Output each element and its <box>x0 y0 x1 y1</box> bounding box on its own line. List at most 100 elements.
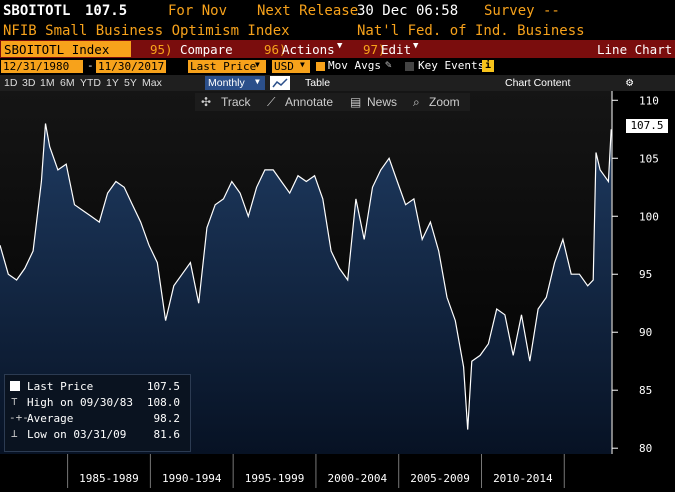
zoom-button[interactable]: Zoom <box>429 95 460 109</box>
compare-label: Compare <box>180 42 233 57</box>
index-name: NFIB Small Business Optimism Index <box>3 23 290 39</box>
chart-tools: ✣ Track ⟋ Annotate ▤ News ⌕ Zoom <box>195 93 470 111</box>
x-tick-label: 1990-1994 <box>162 472 222 485</box>
end-date-value: 11/30/2017 <box>98 60 165 73</box>
legend: Last Price 107.5 ⊤ High on 09/30/83 108.… <box>4 374 191 452</box>
period-button-ytd[interactable]: YTD <box>80 77 101 89</box>
period-label: For Nov <box>168 3 228 19</box>
y-tick-label: 105 <box>639 152 659 165</box>
low-marker-icon: ⊥ <box>11 427 18 440</box>
header-row-2: NFIB Small Business Optimism Index Nat'l… <box>0 22 675 40</box>
edit-label: Edit <box>381 42 412 57</box>
period-button-3d[interactable]: 3D <box>22 77 36 89</box>
y-tick-label: 110 <box>639 94 659 107</box>
legend-last-label: Last Price <box>27 380 94 393</box>
frequency-dropdown-icon: ▼ <box>255 77 260 86</box>
source-name: Nat'l Fed. of Ind. Business <box>357 23 585 39</box>
price-field-dropdown-icon: ▼ <box>255 60 260 69</box>
gear-icon[interactable]: ⚙ <box>626 75 634 89</box>
legend-high-value: 108.0 <box>146 396 180 409</box>
track-button[interactable]: Track <box>221 95 251 109</box>
compare-button[interactable]: 95) Compare <box>140 40 250 58</box>
currency-select[interactable]: USD ▼ <box>272 60 310 73</box>
series-area <box>0 123 612 454</box>
edit-dropdown-icon: ▼ <box>413 41 419 51</box>
period-bar: 1D 3D 1M 6M YTD 1Y 5Y Max Monthly ▼ Table Chart… <box>0 75 675 91</box>
key-events-checkbox[interactable] <box>405 62 414 71</box>
price-field-select[interactable]: Last Price ▼ <box>188 60 266 73</box>
average-marker-icon: -+- <box>9 411 29 424</box>
actions-dropdown-icon: ▼ <box>337 41 343 51</box>
y-tick-label: 90 <box>639 326 652 339</box>
y-tick-label: 95 <box>639 268 652 281</box>
frequency-value: Monthly <box>208 77 245 89</box>
edit-num: 97) <box>363 42 386 57</box>
high-marker-icon: ⊤ <box>11 395 18 408</box>
period-button-5y[interactable]: 5Y <box>124 77 137 89</box>
compare-num: 95) <box>150 42 173 57</box>
start-date-field[interactable]: 12/31/1980 <box>1 60 83 73</box>
info-icon[interactable]: i <box>482 60 494 72</box>
x-tick-label: 1985-1989 <box>79 472 139 485</box>
currency-dropdown-icon: ▼ <box>300 60 305 69</box>
key-events-label: Key Events <box>418 59 485 72</box>
legend-low-label: Low on 03/31/09 <box>27 428 127 441</box>
track-icon: ✣ <box>201 95 212 109</box>
actions-num: 96) <box>264 42 287 57</box>
y-tick-label: 100 <box>639 210 659 223</box>
last-value-tag-label: 107.5 <box>630 119 664 132</box>
y-tick-label: 85 <box>639 384 652 397</box>
next-release-label: Next Release <box>257 3 359 19</box>
currency-value: USD <box>274 60 294 73</box>
ticker-symbol: SBOITOTL <box>3 3 71 19</box>
annotate-icon: ⟋ <box>267 95 276 109</box>
table-button[interactable]: Table <box>305 77 331 89</box>
period-button-max[interactable]: Max <box>142 77 162 89</box>
legend-avg-label: Average <box>27 412 74 425</box>
chart-type-label: Line Chart <box>597 42 673 57</box>
legend-last-value: 107.5 <box>146 380 180 393</box>
ticker-input-label: SBOITOTL Index <box>4 42 110 57</box>
zoom-icon: ⌕ <box>413 95 420 109</box>
x-tick-label: 2010-2014 <box>493 472 553 485</box>
actions-label: Actions <box>282 42 335 57</box>
mov-avgs-checkbox[interactable] <box>316 62 325 71</box>
pencil-icon[interactable]: ✎ <box>385 58 392 71</box>
series-line <box>0 123 612 430</box>
date-separator: - <box>87 59 94 72</box>
period-button-6m[interactable]: 6M <box>60 77 75 89</box>
line-chart-icon <box>272 78 288 88</box>
last-value-tag: 107.5 <box>626 119 668 133</box>
last-price-swatch <box>10 381 20 391</box>
start-date-value: 12/31/1980 <box>3 60 70 73</box>
ticker-input[interactable]: SBOITOTL Index <box>1 41 131 57</box>
x-tick-label: 1995-1999 <box>245 472 305 485</box>
legend-low-value: 81.6 <box>153 428 181 441</box>
legend-avg-value: 98.2 <box>153 412 181 425</box>
last-value: 107.5 <box>85 3 128 19</box>
legend-high-label: High on 09/30/83 <box>27 396 133 409</box>
edit-button[interactable]: 97) Edit ▼ <box>355 40 425 58</box>
next-release-value: 30 Dec 06:58 <box>357 3 459 19</box>
x-tick-label: 2005-2009 <box>410 472 470 485</box>
period-button-1m[interactable]: 1M <box>40 77 55 89</box>
header-row-1: SBOITOTL 107.5 For Nov Next Release 30 D… <box>0 0 675 22</box>
price-field-value: Last Price <box>190 60 257 73</box>
y-tick-label: 80 <box>639 442 652 455</box>
mov-avgs-label: Mov Avgs <box>328 59 381 72</box>
end-date-field[interactable]: 11/30/2017 <box>96 60 166 73</box>
actions-button[interactable]: 96) Actions ▼ <box>255 40 347 58</box>
survey-label: Survey -- <box>484 3 560 19</box>
range-bar: 12/31/1980 - 11/30/2017 Last Price ▼ USD… <box>0 58 675 75</box>
chart-content-button[interactable]: Chart Content <box>505 77 571 89</box>
news-icon: ▤ <box>350 95 362 109</box>
x-tick-label: 2000-2004 <box>328 472 388 485</box>
annotate-button[interactable]: Annotate <box>285 95 334 109</box>
period-button-1d[interactable]: 1D <box>4 77 18 89</box>
info-icon-glyph: i <box>484 60 492 71</box>
news-button[interactable]: News <box>367 95 398 109</box>
chart-mode-icon[interactable] <box>270 76 290 90</box>
frequency-select[interactable]: Monthly ▼ <box>205 76 265 90</box>
toolbar: SBOITOTL Index 95) Compare 96) Actions ▼… <box>0 40 675 58</box>
period-button-1y[interactable]: 1Y <box>106 77 119 89</box>
